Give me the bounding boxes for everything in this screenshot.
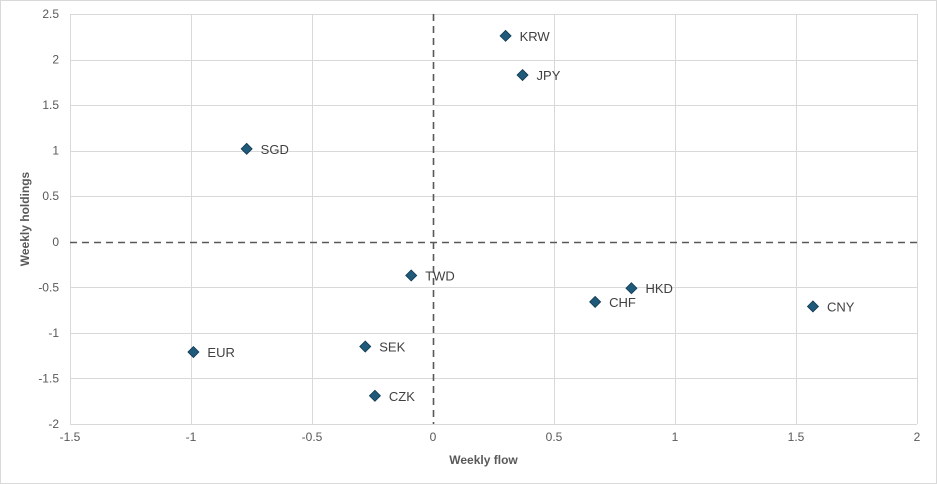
- x-tick-label: 2: [914, 430, 921, 444]
- y-tick-label: 1.5: [42, 98, 59, 112]
- point-marker-cny: [806, 300, 820, 313]
- point-marker-czk: [368, 389, 381, 402]
- x-axis-title: Weekly flow: [449, 453, 518, 467]
- point-marker-jpy: [516, 68, 529, 82]
- y-tick-label: 1: [52, 144, 59, 158]
- point-marker-hkd: [625, 282, 638, 295]
- x-tick-label: -1: [186, 430, 197, 444]
- point-label-chf: CHF: [609, 295, 636, 310]
- x-tick-label: 1.5: [788, 430, 805, 444]
- y-tick-label: 0: [52, 235, 59, 249]
- y-axis-title: Weekly holdings: [18, 171, 32, 266]
- y-tick-label: -2: [48, 417, 59, 431]
- x-tick-label: -1.5: [60, 430, 81, 444]
- x-tick-label: 0: [430, 430, 437, 444]
- point-marker-sek: [359, 340, 372, 353]
- point-label-krw: KRW: [520, 29, 551, 44]
- point-marker-twd: [405, 269, 418, 282]
- y-tick-label: 2.5: [42, 7, 59, 21]
- x-tick-label: -0.5: [302, 430, 323, 444]
- point-marker-eur: [187, 345, 200, 359]
- point-label-cny: CNY: [827, 299, 855, 314]
- y-tick-label: 2: [52, 53, 59, 67]
- point-label-jpy: JPY: [537, 68, 561, 83]
- y-tick-label: -1.5: [38, 371, 59, 385]
- data-points: KRW JPY SGD TWD HKD CHF CNY EUR SEK CZK: [187, 29, 855, 404]
- point-label-czk: CZK: [389, 389, 415, 404]
- y-tick-label: -1: [48, 326, 59, 340]
- grid-lines: [70, 14, 918, 425]
- point-marker-chf: [589, 295, 602, 308]
- point-label-sek: SEK: [379, 340, 405, 355]
- point-label-twd: TWD: [425, 268, 455, 283]
- point-marker-sgd: [240, 142, 253, 155]
- point-label-eur: EUR: [207, 345, 234, 360]
- point-marker-krw: [499, 29, 512, 42]
- point-label-hkd: HKD: [645, 281, 672, 296]
- y-tick-label: -0.5: [38, 280, 59, 294]
- x-tick-label: 0.5: [546, 430, 563, 444]
- point-label-sgd: SGD: [261, 142, 289, 157]
- zero-lines: [70, 14, 917, 424]
- x-tick-label: 1: [672, 430, 679, 444]
- y-tick-label: 0.5: [42, 189, 59, 203]
- tick-labels: -1.5 -1 -0.5 0 0.5 1 1.5 2-2-1.5-1-0.500.511.52…: [38, 7, 920, 444]
